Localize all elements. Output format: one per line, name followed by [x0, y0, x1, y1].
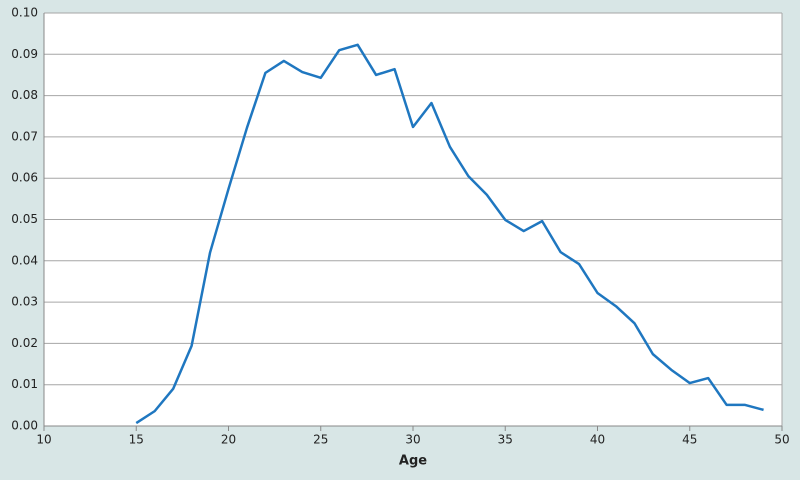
y-tick-label: 0.10 [11, 6, 38, 20]
y-tick-label: 0.08 [11, 88, 38, 102]
x-tick-label: 35 [498, 433, 513, 447]
x-tick-label: 15 [129, 433, 144, 447]
y-tick-label: 0.02 [11, 336, 38, 350]
x-tick-label: 10 [36, 433, 51, 447]
y-tick-label: 0.09 [11, 47, 38, 61]
x-tick-label: 20 [221, 433, 236, 447]
x-tick-label: 40 [590, 433, 605, 447]
x-tick-label: 25 [313, 433, 328, 447]
y-tick-label: 0.01 [11, 377, 38, 391]
y-tick-label: 0.04 [11, 253, 38, 267]
x-axis-label: Age [399, 454, 427, 469]
y-tick-label: 0.05 [11, 212, 38, 226]
y-tick-label: 0.00 [11, 419, 38, 433]
x-tick-label: 30 [405, 433, 420, 447]
y-tick-label: 0.07 [11, 129, 38, 143]
y-tick-label: 0.06 [11, 171, 38, 185]
data-line [135, 43, 764, 425]
y-tick-label: 0.03 [11, 295, 38, 309]
x-tick-label: 50 [774, 433, 789, 447]
x-tick-label: 45 [682, 433, 697, 447]
